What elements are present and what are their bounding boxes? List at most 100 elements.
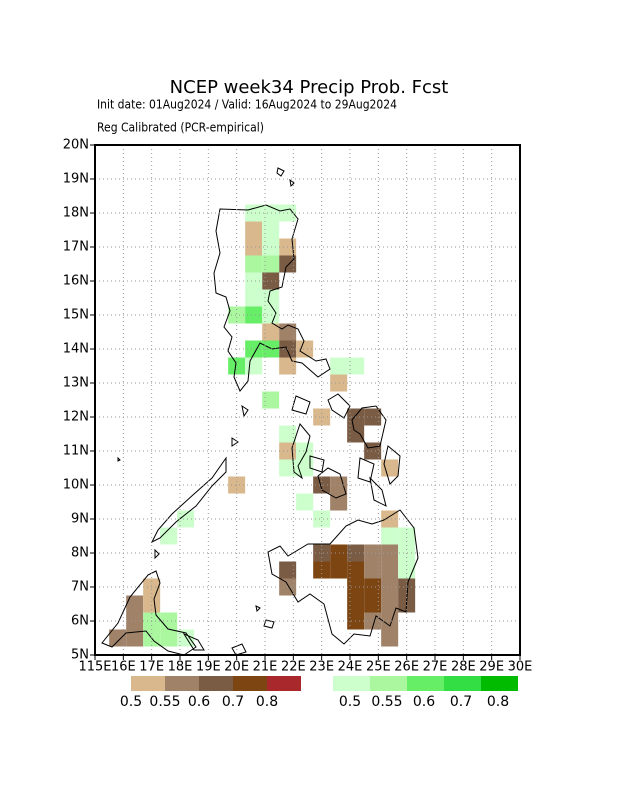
prob-cell — [381, 578, 399, 596]
legend-swatch — [233, 676, 267, 691]
x-tick-label: 24E — [338, 660, 363, 675]
legend-swatch — [407, 676, 444, 691]
prob-cell — [296, 442, 314, 460]
legend-label: 0.8 — [487, 694, 509, 710]
legend-label: 0.7 — [450, 694, 472, 710]
legend-swatch — [165, 676, 199, 691]
legend-swatch — [370, 676, 407, 691]
prob-cell — [381, 510, 399, 528]
note: Reg Calibrated (PCR-empirical) — [97, 121, 264, 135]
y-tick-label: 5N — [71, 648, 89, 663]
prob-cell — [262, 391, 280, 409]
prob-cell — [160, 527, 178, 545]
x-tick-label: 18E — [168, 660, 193, 675]
prob-cell — [381, 612, 399, 630]
legend-swatch — [444, 676, 481, 691]
legend-label: 0.7 — [222, 694, 244, 710]
prob-cell — [143, 595, 161, 613]
prob-cell — [262, 289, 280, 307]
y-tick-label: 19N — [63, 172, 89, 187]
prob-cell — [364, 578, 382, 596]
prob-cell — [126, 629, 144, 647]
y-tick-label: 20N — [63, 138, 89, 153]
prob-cell — [262, 255, 280, 273]
y-tick-label: 11N — [63, 444, 89, 459]
x-tick-label: 29E — [479, 660, 504, 675]
prob-cell — [347, 561, 365, 579]
prob-cell — [296, 493, 314, 511]
prob-cell — [262, 221, 280, 239]
subtitle: Init date: 01Aug2024 / Valid: 16Aug2024 … — [97, 98, 397, 112]
prob-cell — [279, 561, 297, 579]
x-tick-label: 28E — [451, 660, 476, 675]
plot-frame — [94, 144, 521, 656]
y-tick-label: 9N — [71, 512, 89, 527]
prob-cell — [364, 408, 382, 426]
prob-cell — [228, 306, 246, 324]
x-tick-label: 30E — [508, 660, 533, 675]
prob-cell — [330, 374, 348, 392]
prob-cell — [262, 272, 280, 290]
prob-cell — [245, 255, 263, 273]
legend-label: 0.55 — [149, 694, 180, 710]
y-tick-label: 14N — [63, 342, 89, 357]
prob-cell — [279, 425, 297, 443]
prob-cell — [364, 544, 382, 562]
prob-cell — [347, 425, 365, 443]
prob-cell — [347, 595, 365, 613]
legend-swatch — [333, 676, 370, 691]
prob-cell — [262, 340, 280, 358]
legend-swatch — [481, 676, 518, 691]
y-tick-label: 10N — [63, 478, 89, 493]
prob-cell — [381, 459, 399, 477]
prob-cell — [160, 612, 178, 630]
x-tick-label: 23E — [309, 660, 334, 675]
x-tick-label: 21E — [253, 660, 278, 675]
prob-cell — [160, 629, 178, 647]
legend-label: 0.5 — [339, 694, 361, 710]
prob-cell — [381, 629, 399, 647]
prob-cell — [347, 357, 365, 375]
x-tick-label: 27E — [423, 660, 448, 675]
prob-cell — [245, 306, 263, 324]
legend-label: 0.8 — [256, 694, 278, 710]
prob-cell — [126, 612, 144, 630]
legend-swatch — [199, 676, 233, 691]
y-tick-label: 13N — [63, 376, 89, 391]
prob-cell — [262, 323, 280, 341]
prob-cell — [313, 510, 331, 528]
legend-swatch — [267, 676, 301, 691]
luzon — [213, 167, 331, 392]
prob-cell — [245, 204, 263, 222]
prob-cell — [381, 527, 399, 545]
prob-cell — [398, 527, 416, 545]
prob-cell — [262, 238, 280, 256]
y-tick-label: 12N — [63, 410, 89, 425]
prob-cell — [330, 357, 348, 375]
legend-label: 0.55 — [371, 694, 402, 710]
prob-cell — [279, 459, 297, 477]
x-tick-label: 17E — [139, 660, 164, 675]
coastline — [101, 167, 419, 656]
prob-cell — [398, 578, 416, 596]
prob-cell — [330, 544, 348, 562]
legend-swatch — [131, 676, 165, 691]
prob-cell — [381, 544, 399, 562]
prob-cell — [177, 629, 195, 647]
prob-cell — [296, 340, 314, 358]
chart-title: NCEP week34 Precip Prob. Fcst — [170, 77, 449, 98]
y-tick-label: 8N — [71, 546, 89, 561]
prob-cell — [330, 493, 348, 511]
prob-cell — [330, 476, 348, 494]
prob-cell — [364, 561, 382, 579]
legend-label: 0.5 — [120, 694, 142, 710]
legend-label: 0.6 — [413, 694, 435, 710]
x-tick-label: 25E — [366, 660, 391, 675]
prob-cell — [381, 561, 399, 579]
prob-cell — [126, 595, 144, 613]
x-tick-label: 16E — [111, 660, 136, 675]
prob-cell — [381, 595, 399, 613]
prob-cell — [364, 595, 382, 613]
y-tick-label: 17N — [63, 240, 89, 255]
